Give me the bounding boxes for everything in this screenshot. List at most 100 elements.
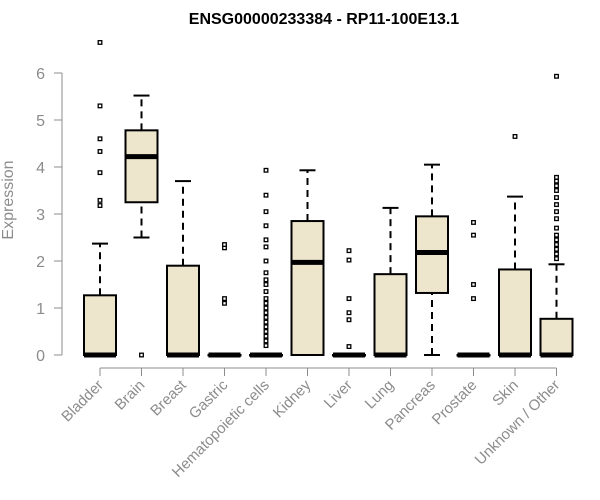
chart-title: ENSG00000233384 - RP11-100E13.1 <box>189 11 460 28</box>
outlier-point <box>263 305 269 311</box>
outlier-point <box>512 133 518 139</box>
outlier-point <box>263 333 269 339</box>
y-tick-label: 4 <box>36 160 45 177</box>
outlier-point <box>263 310 269 316</box>
outlier-point <box>263 244 269 250</box>
outlier-point <box>97 40 103 45</box>
y-tick-label: 2 <box>36 254 45 271</box>
box-iqr <box>290 220 325 356</box>
x-tick-label: Skin <box>489 377 522 410</box>
outlier-point <box>263 270 269 276</box>
outlier-point <box>554 178 559 184</box>
x-tick-label: Liver <box>321 377 356 412</box>
outlier-point <box>554 174 559 180</box>
outlier-point <box>471 220 476 225</box>
box-breast <box>166 180 200 358</box>
outlier-point <box>263 319 269 325</box>
x-tick-label: Breast <box>147 376 190 419</box>
outlier-point <box>263 314 269 320</box>
outlier-point <box>554 237 559 243</box>
box-iqr <box>539 317 574 356</box>
y-axis: 0 1 2 3 4 5 6 <box>36 66 63 365</box>
outlier-point <box>346 310 352 316</box>
x-tick-label: Kidney <box>270 376 315 421</box>
x-tick-label: Brain <box>112 377 149 414</box>
outlier-point <box>263 258 269 264</box>
y-tick-label: 0 <box>36 348 45 365</box>
outlier-point <box>263 329 269 334</box>
outlier-point <box>263 324 269 330</box>
outlier-point <box>263 338 269 344</box>
outlier-point <box>554 202 559 208</box>
y-tick-label: 6 <box>36 66 45 83</box>
box-gastric <box>207 242 242 358</box>
outlier-point <box>263 277 269 283</box>
outlier-point <box>97 197 103 203</box>
outlier-point <box>263 223 269 229</box>
x-tick-label: Lung <box>362 377 398 413</box>
outlier-point <box>554 73 559 79</box>
outlier-point <box>346 296 352 302</box>
box-iqr <box>166 264 200 357</box>
box-hematopoietic-cells <box>249 167 283 358</box>
box-kidney <box>290 169 325 356</box>
box-iqr <box>124 129 159 204</box>
outlier-point <box>554 242 559 247</box>
box-unknown-other <box>539 73 574 358</box>
y-tick-label: 5 <box>36 113 45 130</box>
outlier-point <box>554 183 559 189</box>
x-tick-label: Bladder <box>58 377 107 426</box>
outlier-point <box>97 149 103 154</box>
box-bladder <box>83 40 117 358</box>
box-brain <box>124 94 159 358</box>
outlier-point <box>554 195 559 200</box>
box-liver <box>332 248 366 358</box>
x-tick-label: Prostate <box>429 377 481 429</box>
box-iqr <box>83 294 117 356</box>
outlier-point <box>471 232 476 238</box>
box-lung <box>373 206 408 358</box>
outlier-point <box>346 344 352 349</box>
outlier-point <box>263 282 269 287</box>
box-pancreas <box>415 163 449 356</box>
y-tick-label: 1 <box>36 301 45 318</box>
outlier-point <box>554 256 559 262</box>
outlier-point <box>554 251 559 257</box>
y-axis-label: Expression <box>0 160 17 239</box>
outlier-point <box>471 296 476 302</box>
outlier-point <box>97 103 103 109</box>
outlier-point <box>97 203 103 208</box>
outlier-point <box>139 352 144 358</box>
outlier-point <box>263 237 269 243</box>
outlier-point <box>554 188 559 193</box>
outlier-point <box>263 296 269 302</box>
outlier-point <box>97 136 103 142</box>
outlier-point <box>263 192 269 198</box>
outlier-point <box>554 209 559 215</box>
outlier-point <box>263 167 269 173</box>
box-iqr <box>498 268 532 356</box>
outlier-point <box>263 300 269 306</box>
box-iqr <box>373 273 408 356</box>
outlier-point <box>222 300 227 306</box>
outlier-point <box>346 317 352 323</box>
outlier-point <box>554 232 559 238</box>
boxes-layer <box>83 40 574 358</box>
outlier-point <box>554 225 559 231</box>
outlier-point <box>222 296 227 302</box>
outlier-point <box>263 209 269 215</box>
y-tick-label: 3 <box>36 207 45 224</box>
outlier-point <box>346 248 352 254</box>
outlier-point <box>554 216 559 222</box>
outlier-point <box>97 170 103 176</box>
outlier-point <box>554 246 559 252</box>
outlier-point <box>471 282 476 287</box>
outlier-point <box>263 289 269 294</box>
box-prostate <box>456 220 491 358</box>
outlier-point <box>222 242 227 247</box>
outlier-point <box>346 257 352 263</box>
outlier-point <box>263 343 269 349</box>
box-skin <box>498 133 532 358</box>
